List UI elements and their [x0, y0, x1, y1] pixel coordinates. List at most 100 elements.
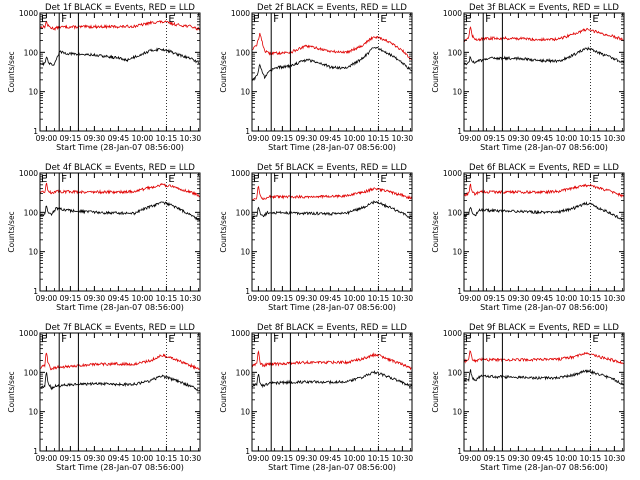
marker-label: E — [380, 334, 386, 345]
x-tick-label: 09:15 — [272, 294, 294, 303]
x-tick-label: 09:00 — [460, 454, 482, 463]
marker-label: F — [273, 14, 279, 25]
x-axis-label: Start Time (28-Jan-07 08:56:00) — [56, 143, 184, 152]
x-tick-label: 10:15 — [156, 134, 178, 143]
y-tick-label: 1 — [457, 127, 462, 136]
x-tick-label: 10:30 — [180, 294, 202, 303]
marker-label: E — [592, 174, 598, 185]
y-tick-label: 1 — [457, 287, 462, 296]
x-tick-label: 09:30 — [296, 134, 318, 143]
series-line-events — [463, 369, 624, 386]
x-tick-label: 09:45 — [532, 294, 554, 303]
y-tick-label: 1 — [33, 127, 38, 136]
series-line-lld — [251, 32, 412, 61]
chart-title: Det 8f BLACK = Events, RED = LLD — [257, 323, 407, 333]
y-tick-label: 100 — [448, 48, 463, 57]
x-tick-label: 09:30 — [508, 454, 530, 463]
x-tick-label: 09:15 — [484, 454, 506, 463]
x-tick-label: 10:00 — [132, 134, 154, 143]
x-axis-label: Start Time (28-Jan-07 08:56:00) — [268, 303, 396, 312]
x-tick-label: 10:00 — [132, 454, 154, 463]
x-tick-label: 09:30 — [84, 294, 106, 303]
y-tick-label: 1000 — [231, 329, 250, 338]
series-line-lld — [463, 350, 624, 365]
y-tick-label: 10 — [28, 408, 38, 417]
y-axis-label: Counts/sec — [7, 211, 16, 252]
x-axis-label: Start Time (28-Jan-07 08:56:00) — [56, 303, 184, 312]
marker-label: F — [485, 334, 491, 345]
marker-label: E — [253, 14, 259, 25]
x-tick-label: 10:00 — [344, 294, 366, 303]
chart-title: Det 7f BLACK = Events, RED = LLD — [45, 323, 195, 333]
x-tick-label: 10:15 — [156, 294, 178, 303]
x-tick-label: 09:15 — [484, 134, 506, 143]
x-tick-label: 09:45 — [320, 134, 342, 143]
x-axis-label: Start Time (28-Jan-07 08:56:00) — [480, 143, 608, 152]
y-tick-label: 1 — [33, 447, 38, 456]
x-axis-label: Start Time (28-Jan-07 08:56:00) — [268, 463, 396, 472]
y-axis-label: Counts/sec — [7, 371, 16, 412]
x-tick-label: 09:45 — [108, 134, 130, 143]
marker-label: E — [168, 14, 174, 25]
y-tick-label: 10 — [452, 408, 462, 417]
y-tick-label: 10 — [28, 88, 38, 97]
x-tick-label: 09:00 — [36, 134, 58, 143]
marker-label: F — [485, 174, 491, 185]
x-tick-label: 09:00 — [36, 294, 58, 303]
x-tick-label: 09:30 — [84, 134, 106, 143]
x-tick-label: 10:30 — [604, 294, 626, 303]
x-tick-label: 09:45 — [108, 294, 130, 303]
y-tick-label: 1000 — [443, 169, 462, 178]
plot-frame — [251, 332, 413, 452]
y-tick-label: 10 — [452, 248, 462, 257]
x-tick-label: 09:45 — [532, 454, 554, 463]
marker-label: F — [485, 14, 491, 25]
y-tick-label: 100 — [24, 368, 39, 377]
plot-frame — [463, 172, 625, 292]
marker-label: E — [592, 14, 598, 25]
y-tick-label: 10 — [240, 248, 250, 257]
x-tick-label: 09:45 — [320, 454, 342, 463]
series-line-lld — [251, 350, 412, 371]
series-line-lld — [463, 26, 624, 43]
chart-title: Det 6f BLACK = Events, RED = LLD — [469, 163, 619, 173]
y-tick-label: 1 — [245, 447, 250, 456]
x-tick-label: 09:15 — [60, 294, 82, 303]
marker-label: E — [465, 174, 471, 185]
x-tick-label: 09:15 — [272, 454, 294, 463]
x-tick-label: 10:15 — [580, 134, 602, 143]
x-tick-label: 09:00 — [248, 294, 270, 303]
x-tick-label: 10:30 — [604, 134, 626, 143]
x-tick-label: 09:00 — [460, 134, 482, 143]
series-line-events — [463, 201, 624, 222]
series-line-lld — [39, 182, 200, 198]
marker-label: E — [168, 334, 174, 345]
chart-title: Det 5f BLACK = Events, RED = LLD — [257, 163, 407, 173]
y-tick-label: 10 — [452, 88, 462, 97]
series-line-events — [463, 46, 624, 66]
y-axis-label: Counts/sec — [431, 51, 440, 92]
marker-label: E — [465, 14, 471, 25]
x-tick-label: 09:45 — [108, 454, 130, 463]
y-tick-label: 100 — [448, 368, 463, 377]
x-tick-label: 10:30 — [180, 454, 202, 463]
y-tick-label: 100 — [236, 48, 251, 57]
plot-frame — [251, 172, 413, 292]
y-axis-label: Counts/sec — [219, 51, 228, 92]
x-axis-label: Start Time (28-Jan-07 08:56:00) — [480, 303, 608, 312]
x-tick-label: 09:00 — [248, 454, 270, 463]
y-tick-label: 1000 — [443, 9, 462, 18]
series-line-events — [39, 201, 200, 222]
x-tick-label: 09:30 — [84, 454, 106, 463]
series-line-events — [251, 200, 412, 221]
y-axis-label: Counts/sec — [431, 371, 440, 412]
y-tick-label: 1 — [245, 287, 250, 296]
x-tick-label: 09:30 — [296, 294, 318, 303]
y-tick-label: 100 — [24, 48, 39, 57]
x-tick-label: 10:15 — [368, 454, 390, 463]
